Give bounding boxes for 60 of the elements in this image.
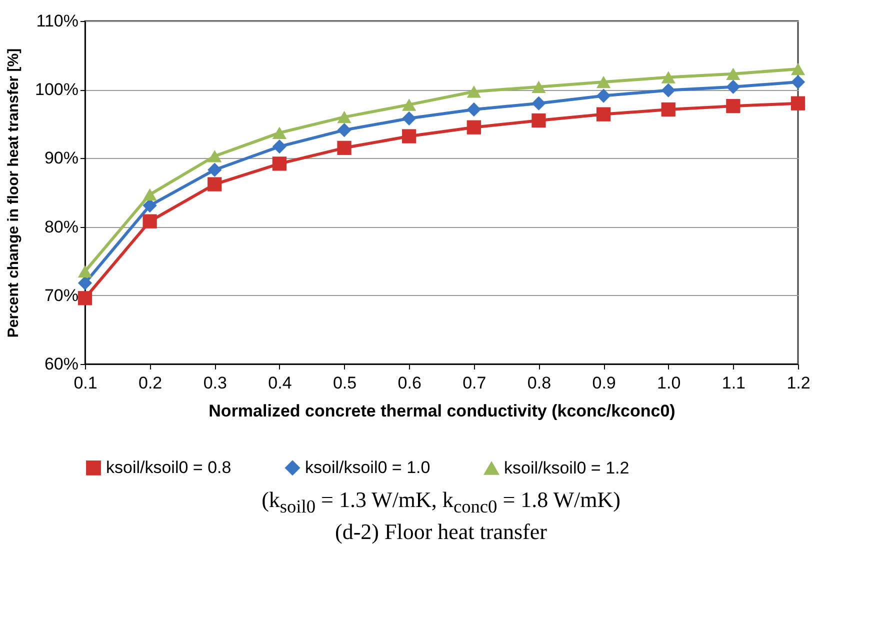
x-tick-label: 0.8	[527, 374, 552, 392]
point	[402, 111, 416, 126]
y-tick-label: 80%	[44, 217, 78, 236]
legend-label: ksoil/ksoil0 = 0.8	[106, 458, 232, 477]
x-tick-label: 0.6	[398, 374, 422, 392]
point	[790, 96, 806, 110]
point	[208, 177, 222, 192]
x-tick-label: 0.3	[203, 374, 227, 392]
point	[272, 156, 287, 171]
point	[661, 71, 676, 84]
point	[532, 80, 546, 93]
point	[726, 68, 740, 80]
point	[790, 62, 806, 76]
text: (k$_{soil0}$ = 1.3 W/mK, k$_{conc0}$ = 1.8 W/mK)	[260, 487, 622, 518]
x-tick-label: 0.4	[268, 374, 292, 392]
legend-label: ksoil/ksoil0 = 1.2	[504, 458, 630, 478]
x-tick-label: 1.2	[786, 374, 810, 392]
x-tick-label: 0.9	[592, 374, 616, 392]
x-axis-title: Normalized concrete thermal conductivity (kconc/kconc0)	[208, 402, 676, 420]
y-tick-label: 70%	[44, 286, 78, 305]
point	[661, 83, 676, 98]
point	[78, 291, 92, 306]
point	[208, 150, 222, 162]
point	[208, 162, 222, 177]
x-tick-label: 0.7	[462, 374, 486, 392]
point	[466, 86, 481, 98]
point	[402, 129, 416, 144]
text: (d-2) Floor heat transfer	[334, 519, 548, 546]
x-tick-label: 0.5	[332, 374, 357, 392]
point	[532, 113, 546, 128]
y-axis-title: Percent change in floor heat transfer [%]	[5, 48, 22, 338]
x-tick-label: 0.2	[138, 374, 162, 392]
y-tick-label: 90%	[44, 148, 78, 168]
x-tick-label: 0.1	[74, 374, 98, 392]
point	[466, 102, 481, 117]
point	[78, 276, 92, 290]
legend-label: ksoil/ksoil0 = 1.0	[305, 458, 430, 477]
point	[337, 140, 352, 155]
point	[337, 110, 352, 124]
x-tick-label: 1.0	[657, 374, 681, 392]
point	[337, 123, 352, 138]
point	[466, 120, 481, 134]
point	[142, 188, 157, 201]
point	[272, 139, 287, 154]
y-tick-label: 100%	[35, 80, 78, 100]
point	[142, 214, 157, 228]
point	[596, 107, 611, 122]
point	[78, 265, 92, 278]
point	[272, 126, 287, 139]
point	[596, 88, 611, 103]
y-tick-label: 110%	[36, 12, 78, 30]
point	[790, 74, 806, 90]
point	[532, 96, 546, 110]
point	[661, 102, 676, 117]
point	[402, 98, 416, 111]
point	[596, 76, 611, 88]
point	[726, 98, 740, 114]
y-tick-label: 60%	[44, 354, 78, 374]
point	[726, 80, 740, 94]
x-tick-label: 1.1	[722, 374, 746, 392]
